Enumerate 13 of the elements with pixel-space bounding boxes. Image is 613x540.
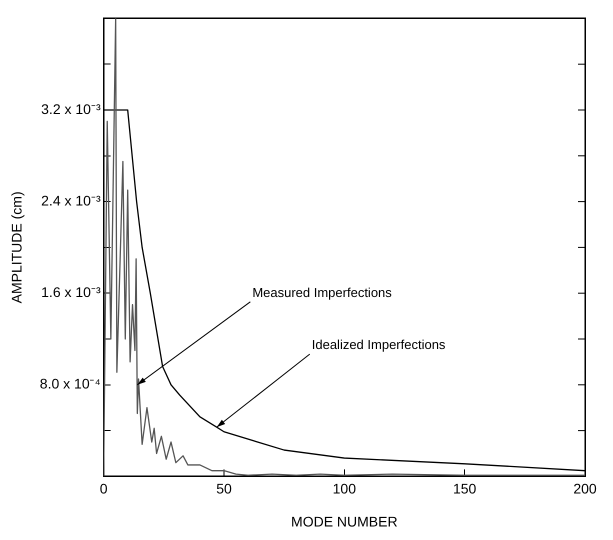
y-tick-label: 1.6 x 10⁻³	[41, 284, 101, 300]
y-axis-title: AMPLITUDE (cm)	[8, 191, 24, 304]
annotation: Measured Imperfections	[252, 284, 392, 300]
x-tick-label: 50	[216, 480, 232, 497]
x-axis-title: MODE NUMBER	[291, 513, 398, 530]
annotation: Idealized Imperfections	[312, 337, 446, 352]
y-tick-label: 3.2 x 10⁻³	[41, 100, 101, 117]
x-tick-label: 200	[573, 480, 597, 497]
x-tick-label: 100	[332, 480, 356, 497]
x-tick-label: 0	[100, 480, 108, 497]
x-tick-label: 150	[452, 480, 477, 497]
y-tick-label: 2.4 x 10⁻³	[41, 192, 101, 208]
y-tick-label: 8.0 x 10⁻⁴	[40, 376, 101, 392]
